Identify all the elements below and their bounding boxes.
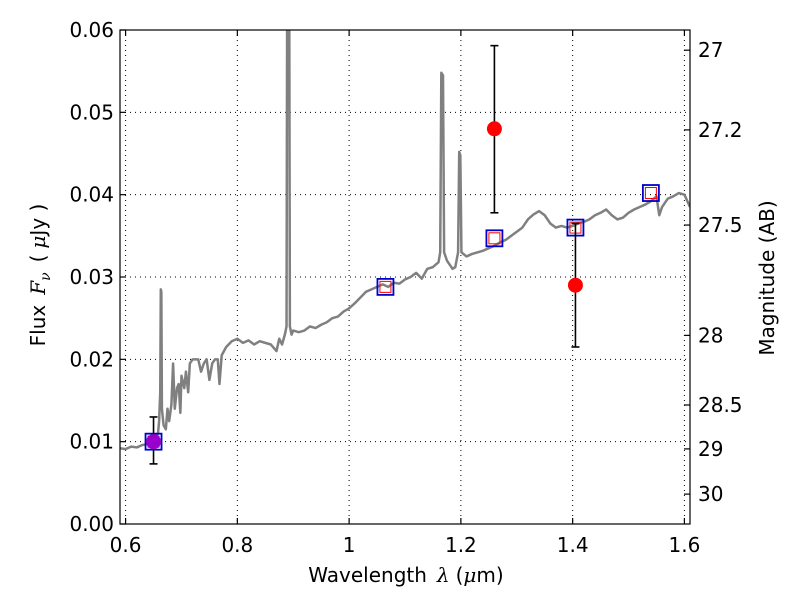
observed-point — [146, 434, 162, 450]
model-point — [641, 184, 660, 202]
y-axis-label: FluxFν(μJy ) — [26, 204, 54, 347]
model-point — [376, 277, 395, 296]
photometry-points — [144, 44, 660, 465]
y-tick-label: 0.06 — [69, 18, 114, 42]
x-tick-label: 1.6 — [669, 533, 701, 557]
mag-tick-label: 27.2 — [698, 118, 743, 142]
y-tick-label: 0.00 — [69, 512, 114, 536]
x-tick-label: 1 — [343, 533, 356, 557]
y-tick-label: 0.04 — [69, 183, 114, 207]
y-tick-label: 0.03 — [69, 265, 114, 289]
model-point-inner — [644, 187, 657, 200]
x-tick-label: 0.8 — [221, 533, 253, 557]
mag-tick-label: 28.5 — [698, 393, 743, 417]
observed-point — [486, 121, 502, 137]
x-tick-label: 1.4 — [557, 533, 589, 557]
mag-tick-label: 27.5 — [698, 213, 743, 237]
mag-tick-label: 29 — [698, 437, 723, 461]
model-point-inner — [488, 232, 501, 245]
y-tick-label: 0.01 — [69, 430, 114, 454]
grid — [120, 29, 690, 525]
mag-tick-label: 30 — [698, 482, 723, 506]
model-point-inner — [379, 280, 392, 293]
x-tick-label: 1.2 — [445, 533, 477, 557]
observed-point — [567, 277, 583, 293]
y2-axis-label: Magnitude (AB) — [755, 200, 779, 355]
spectrum-line — [120, 30, 690, 451]
y-tick-label: 0.02 — [69, 347, 114, 371]
x-tick-label: 0.6 — [110, 533, 142, 557]
model-point — [485, 229, 504, 248]
mag-tick-label: 28 — [698, 323, 723, 347]
spectrum-series — [120, 30, 690, 451]
y-tick-label: 0.05 — [69, 100, 114, 124]
x-axis-label: Wavelength λ (μm) — [308, 563, 503, 587]
axis-ticks: 0.6 0.8 1 1.2 1.4 1.6 0.00 0.01 0.02 0.03 0.04 0.05… — [69, 18, 742, 557]
mag-tick-label: 27 — [698, 38, 723, 62]
